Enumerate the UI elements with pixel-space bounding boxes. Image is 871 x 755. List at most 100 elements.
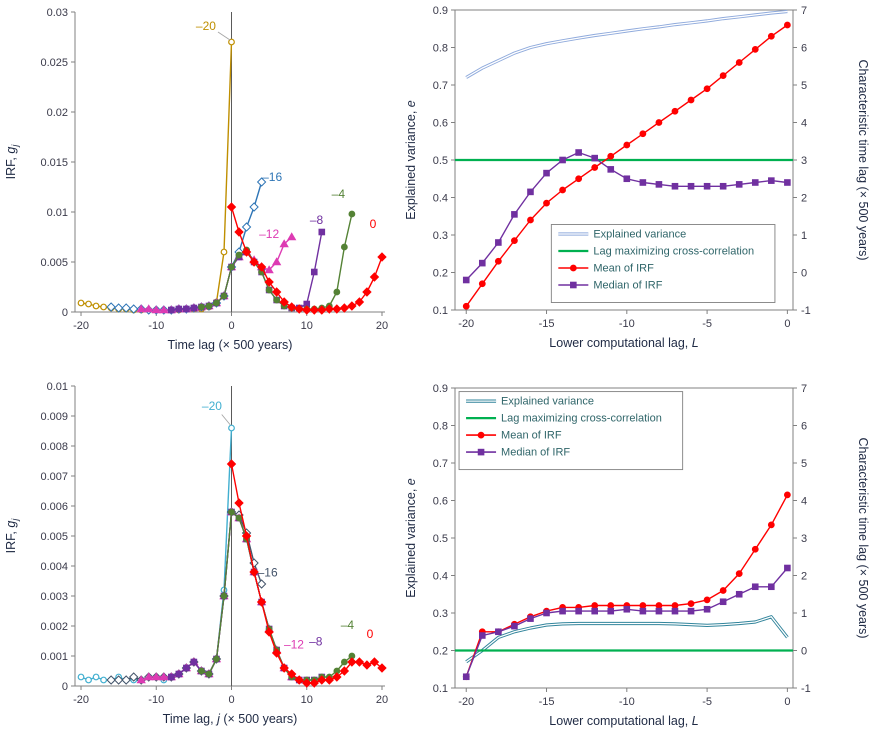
- svg-text:3: 3: [801, 155, 807, 167]
- legend-label: Lag maximizing cross-correlation: [501, 413, 662, 425]
- legend-label: Median of IRF: [501, 447, 570, 459]
- x-axis-label: Lower computational lag, L: [549, 714, 698, 728]
- svg-text:0.6: 0.6: [433, 117, 448, 129]
- legend-label: Lag maximizing cross-correlation: [593, 246, 754, 258]
- svg-text:-10: -10: [148, 320, 164, 332]
- svg-text:-20: -20: [458, 318, 474, 330]
- series-explained-variance: [465, 9, 788, 79]
- svg-text:0.004: 0.004: [40, 561, 68, 573]
- svg-text:-10: -10: [619, 696, 635, 708]
- series--20: [77, 424, 235, 684]
- svg-text:-10: -10: [619, 318, 635, 330]
- annotation--16: –16: [258, 566, 278, 580]
- y-axis-label: IRF, gj: [4, 518, 20, 554]
- series--16: [106, 177, 267, 315]
- series-0: [226, 202, 387, 315]
- svg-text:0: 0: [62, 307, 68, 319]
- svg-text:5: 5: [801, 458, 807, 470]
- svg-text:0.009: 0.009: [40, 411, 68, 423]
- svg-text:0.002: 0.002: [40, 621, 68, 633]
- svg-text:0.1: 0.1: [433, 683, 448, 695]
- annotation--12: –12: [259, 227, 279, 241]
- series-mean-of-irf: [462, 21, 791, 310]
- legend-label: Median of IRF: [593, 280, 662, 292]
- svg-text:20: 20: [376, 694, 388, 706]
- svg-text:-15: -15: [539, 696, 555, 708]
- svg-text:–16: –16: [262, 170, 282, 184]
- y-axis-label-right: Characteristic time lag (× 500 years): [856, 59, 870, 260]
- panel-irf-upper: -20 -10 0 10 20 0 0.005 0.01 0.015 0.02 0.025 0.03 T…: [0, 0, 400, 372]
- svg-text:0.2: 0.2: [433, 645, 448, 657]
- svg-text:0.001: 0.001: [40, 651, 68, 663]
- svg-text:1: 1: [801, 608, 807, 620]
- svg-text:7: 7: [801, 5, 807, 17]
- svg-text:–20: –20: [202, 399, 222, 413]
- svg-text:–12: –12: [284, 638, 304, 652]
- y-axis-label-right: Characteristic time lag (× 500 years): [856, 437, 870, 638]
- chart-variance-lower: -20 -15 -10 -5 00.10.20.30.40.50.60.70.80.9-…: [404, 383, 870, 728]
- svg-text:0: 0: [62, 681, 68, 693]
- legend-label: Explained variance: [593, 229, 686, 241]
- svg-text:0.007: 0.007: [40, 471, 68, 483]
- svg-text:-1: -1: [801, 683, 811, 695]
- x-axis-label: Time lag, j (× 500 years): [163, 712, 298, 726]
- svg-text:0.4: 0.4: [433, 192, 448, 204]
- annotation--8: –8: [310, 213, 324, 227]
- axes: -20 -15 -10 -5 00.10.20.30.40.50.60.70.80.9-…: [433, 383, 811, 708]
- series-median-of-irf: [462, 149, 791, 284]
- annotation--12: –12: [284, 638, 304, 652]
- svg-text:0.01: 0.01: [47, 381, 68, 393]
- svg-text:0: 0: [228, 320, 234, 332]
- panel-variance-lower: -20 -15 -10 -5 0 0.1 0.2 0.3 0.4 0.5 0.6 0.7 0.8 0.9-…: [400, 372, 871, 755]
- annotation-0: 0: [370, 217, 377, 231]
- x-axis-label: Lower computational lag, L: [549, 336, 698, 350]
- svg-text:0: 0: [784, 318, 790, 330]
- series-0: [226, 459, 387, 688]
- series--20: [77, 38, 235, 314]
- svg-text:4: 4: [801, 117, 807, 129]
- svg-text:-10: -10: [148, 694, 164, 706]
- svg-text:-1: -1: [801, 305, 811, 317]
- annotation--4: –4: [341, 618, 355, 632]
- x-axis-label: Time lag (× 500 years): [168, 338, 293, 352]
- annotation--20: –20: [202, 399, 231, 426]
- series-explained-variance: [465, 615, 789, 664]
- svg-text:6: 6: [801, 420, 807, 432]
- svg-text:0: 0: [367, 627, 374, 641]
- series--16: [106, 507, 267, 685]
- svg-text:0.7: 0.7: [433, 458, 448, 470]
- svg-text:5: 5: [801, 80, 807, 92]
- y-axis-label: Explained variance, e: [404, 478, 418, 598]
- svg-text:10: 10: [301, 320, 313, 332]
- svg-text:0.008: 0.008: [40, 441, 68, 453]
- svg-text:-5: -5: [702, 318, 712, 330]
- svg-text:0.3: 0.3: [433, 608, 448, 620]
- annotation-0: 0: [367, 627, 374, 641]
- svg-text:0.6: 0.6: [433, 495, 448, 507]
- svg-text:4: 4: [801, 495, 807, 507]
- svg-text:0.5: 0.5: [433, 533, 448, 545]
- panel-irf-lower: -20 -10 0 10 20 0 0.001 0.002 0.003 0.004 0.005 0.0…: [0, 372, 400, 755]
- svg-text:-5: -5: [702, 696, 712, 708]
- svg-text:0: 0: [801, 267, 807, 279]
- chart-irf-lower: -20 -10 0 10 20 0 0.001 0.002 0.003 0.004 0.005 0.0…: [4, 381, 388, 726]
- svg-text:0.003: 0.003: [40, 591, 68, 603]
- legend: Explained variance Lag maximizing cross-c…: [550, 224, 776, 303]
- series--8: [168, 228, 326, 314]
- svg-text:0: 0: [228, 694, 234, 706]
- svg-text:0.9: 0.9: [433, 5, 448, 17]
- svg-text:0.005: 0.005: [40, 257, 68, 269]
- axes: -20 -10 0 10 20 0 0.001 0.002 0.003 0.004 0.005 0.0…: [40, 381, 388, 706]
- legend: Explained variance Lag maximizing cross-c…: [458, 391, 684, 471]
- legend-label: Mean of IRF: [593, 263, 654, 275]
- annotation--16: –16: [262, 170, 282, 184]
- series-median-of-irf: [462, 564, 791, 681]
- chart-irf-upper: -20 -10 0 10 20 0 0.005 0.01 0.015 0.02 0.025 0.03 T…: [4, 7, 388, 352]
- svg-text:0.006: 0.006: [40, 501, 68, 513]
- legend-label: Mean of IRF: [501, 430, 562, 442]
- svg-text:0.8: 0.8: [433, 420, 448, 432]
- svg-text:-20: -20: [458, 696, 474, 708]
- svg-text:0.3: 0.3: [433, 230, 448, 242]
- svg-text:–4: –4: [341, 618, 355, 632]
